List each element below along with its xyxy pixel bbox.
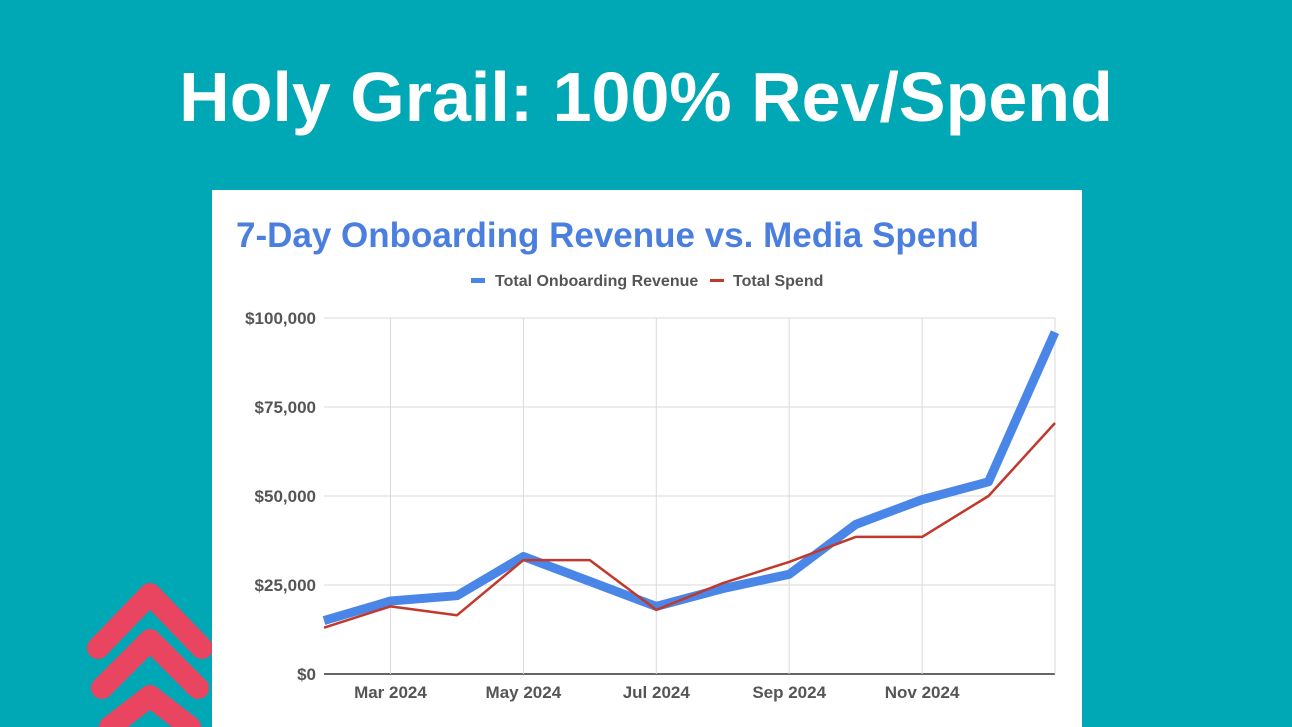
line-chart: 7-Day Onboarding Revenue vs. Media Spend… bbox=[236, 216, 1060, 702]
legend-swatch-spend bbox=[710, 279, 724, 282]
legend-swatch-revenue bbox=[471, 278, 485, 283]
x-tick-label: Jul 2024 bbox=[623, 683, 691, 702]
x-tick-label: Mar 2024 bbox=[354, 683, 427, 702]
y-tick-label: $0 bbox=[297, 665, 316, 684]
legend-label-spend: Total Spend bbox=[733, 273, 823, 290]
y-tick-label: $75,000 bbox=[255, 398, 316, 417]
x-tick-label: Nov 2024 bbox=[885, 683, 960, 702]
chart-card: 7-Day Onboarding Revenue vs. Media Spend… bbox=[212, 190, 1082, 727]
chevron-up-logo-icon bbox=[87, 583, 212, 727]
x-tick-label: Sep 2024 bbox=[752, 683, 826, 702]
y-tick-label: $50,000 bbox=[255, 487, 316, 506]
chart-title: 7-Day Onboarding Revenue vs. Media Spend bbox=[236, 216, 979, 255]
legend-label-revenue: Total Onboarding Revenue bbox=[495, 273, 698, 290]
chart-legend: Total Onboarding Revenue Total Spend bbox=[471, 273, 823, 290]
series-line-revenue bbox=[322, 330, 1060, 625]
series-line-spend bbox=[323, 422, 1056, 629]
y-tick-label: $25,000 bbox=[255, 576, 316, 595]
x-tick-label: May 2024 bbox=[486, 683, 562, 702]
y-tick-label: $100,000 bbox=[245, 309, 316, 328]
slide-title: Holy Grail: 100% Rev/Spend bbox=[179, 58, 1113, 136]
